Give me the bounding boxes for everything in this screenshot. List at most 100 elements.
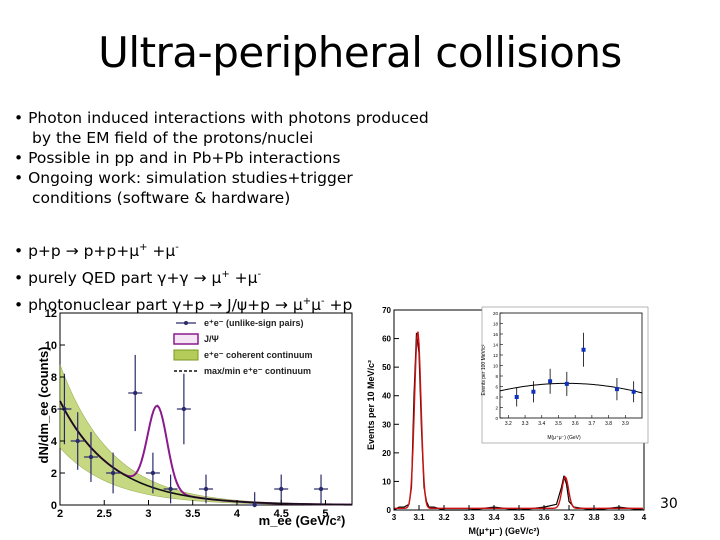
x-tick-label: 3 [392,513,397,522]
superscript: - [175,242,179,253]
y-tick-label: 0 [51,500,57,512]
superscript: + [221,269,230,281]
y-axis-label: Events per 10 MeV/c² [366,360,376,450]
inset-y-tick-label: 2 [495,406,498,411]
inset-y-tick-label: 0 [495,416,498,421]
legend-entry: e⁺e⁻ coherent continuum [204,350,313,360]
process-text: • photonuclear part γ+p → J/ψ+p → μ [14,296,303,315]
inset-y-tick-label: 12 [493,353,499,358]
data-point [150,470,156,476]
x-tick-label: 2 [57,508,63,520]
data-point [181,406,187,412]
y-tick-label: 0 [387,506,392,515]
bullet-item-continuation: by the EM field of the protons/nuclei [32,129,314,147]
inset-data-point [631,389,636,394]
inset-x-axis-label: M(μ⁺μ⁻) (GeV) [547,435,581,441]
x-tick-label: 3.2 [438,513,450,522]
process-list: • p+p → p+p+μ+ +μ- • purely QED part γ+γ… [14,236,352,317]
process-item: • photonuclear part γ+p → J/ψ+p → μ+μ- +… [14,290,352,317]
inset-y-tick-label: 4 [495,395,498,400]
x-tick-label: 4.5 [274,508,289,520]
inset-y-tick-label: 8 [495,374,498,379]
x-tick-label: 2.5 [97,508,112,520]
inset-x-tick-label: 3.4 [538,421,545,427]
superscript: - [320,296,325,308]
x-axis-label: M(μ⁺μ⁻) (GeV/c²) [468,526,539,536]
superscript: - [257,269,262,281]
y-tick-label: 60 [382,335,391,344]
superscript: + [139,242,148,253]
process-text: • p+p → p+p+μ [14,242,140,261]
process-text: +p [324,296,353,315]
inset-x-tick-label: 3.3 [522,421,529,427]
inset-x-tick-label: 3.6 [572,421,579,427]
data-point [133,390,138,396]
x-tick-label: 3.8 [588,513,600,522]
legend-entry: max/min e⁺e⁻ continuum [204,366,311,376]
dielectron-mass-chart: e⁺e⁻ (unlike-sign pairs) J/Ψ e⁺e⁻ coherent… [36,308,353,528]
inset-x-tick-label: 3.5 [555,421,562,427]
inset-data-point [531,389,536,394]
x-tick-label: 3.6 [538,513,550,522]
y-tick-label: 10 [382,477,391,486]
legend-entry: J/Ψ [204,334,219,344]
y-tick-label: 10 [45,340,57,352]
x-tick-label: 3.9 [613,513,625,522]
data-point [110,470,116,476]
continuum-band [59,364,353,506]
x-tick-label: 3.5 [513,513,525,522]
bullet-list: • Photon induced interactions with photo… [14,108,429,208]
inset-y-tick-label: 16 [493,332,499,337]
x-tick-label: 3.1 [413,513,425,522]
y-tick-label: 40 [382,392,391,401]
process-item: • p+p → p+p+μ+ +μ- [14,236,352,263]
inset-data-point [614,387,619,392]
y-tick-label: 6 [51,404,57,416]
x-tick-label: 3 [145,508,151,520]
inset-plot-frame [499,312,643,419]
inset-y-tick-label: 20 [493,311,499,316]
y-tick-label: 20 [382,449,391,458]
process-text: μ [311,296,321,315]
y-tick-label: 70 [382,306,391,315]
data-point [88,454,94,460]
data-point [318,486,324,492]
y-tick-label: 2 [51,468,57,480]
bullet-item-continuation: conditions (software & hardware) [32,189,291,207]
bullet-item: • Ongoing work: simulation studies+trigg… [14,169,353,187]
process-item: • purely QED part γ+γ → μ+ +μ- [14,263,352,290]
y-tick-label: 4 [51,436,58,448]
x-axis-label: m_ee (GeV/c²) [259,513,346,528]
inset-data-point [581,347,586,352]
legend-swatch-jpsi [173,333,199,345]
x-tick-label: 3.3 [463,513,475,522]
y-tick-label: 12 [45,308,57,320]
legend-entry: e⁺e⁻ (unlike-sign pairs) [204,318,304,328]
page-number: 30 [660,496,678,512]
inset-x-tick-label: 3.8 [605,421,612,427]
x-tick-label: 4 [642,513,647,522]
process-text: +μ [229,269,258,288]
data-point [279,486,284,492]
bullet-item: • Photon induced interactions with photo… [14,109,429,127]
legend-swatch-coherent [173,349,199,361]
x-tick-label: 3.7 [563,513,575,522]
inset-y-tick-label: 6 [495,385,498,390]
data-point [252,502,257,508]
inset-y-tick-label: 14 [493,343,499,348]
y-tick-label: 50 [382,363,391,372]
inset-x-tick-label: 3.2 [505,421,512,427]
inset-x-tick-label: 3.7 [588,421,595,427]
data-point [168,486,173,492]
inset-y-axis-label: Events per 100 MeV/c² [481,344,487,395]
y-axis-label: dN/dm_ee (counts) [36,346,51,463]
inset-data-point [548,379,553,384]
bullet-item: • Possible in pp and in Pb+Pb interactio… [14,149,341,167]
y-tick-label: 8 [51,372,57,384]
y-tick-label: 30 [382,420,391,429]
superscript: + [302,296,312,308]
process-text: • purely QED part γ+γ → μ [14,269,222,288]
inset-data-point [514,395,519,399]
slide-title: Ultra-peripheral collisions [98,28,622,77]
inset-y-tick-label: 10 [493,364,499,369]
